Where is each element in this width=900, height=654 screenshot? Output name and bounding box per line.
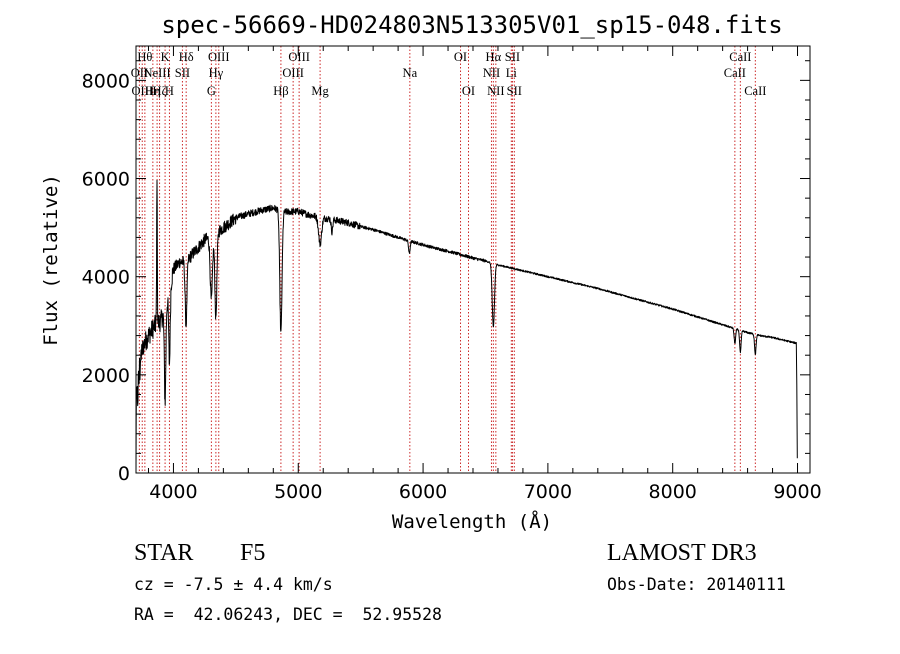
spectral-line-label: NeIII xyxy=(144,66,171,80)
x-tick-label: 8000 xyxy=(649,481,697,503)
spectral-line-label: G xyxy=(207,84,216,98)
spectral-line-label: OIII xyxy=(282,66,304,80)
y-tick-label: 6000 xyxy=(82,169,130,191)
spectral-line-label: Hη xyxy=(145,84,161,98)
chart-title: spec-56669-HD024803N513305V01_sp15-048.f… xyxy=(161,11,782,39)
coordinates: RA = 42.06243, DEC = 52.95528 xyxy=(134,605,442,624)
x-tick-label: 9000 xyxy=(773,481,821,503)
spectral-line-label: OIII xyxy=(208,50,230,64)
spectral-line-label: K xyxy=(161,50,170,64)
axis-ticks xyxy=(136,46,810,474)
spectral-line-label: Hβ xyxy=(273,84,288,98)
spectral-line-label: OI xyxy=(462,84,475,98)
spectral-line-label: OIII xyxy=(288,50,310,64)
observation-date: Obs-Date: 20140111 xyxy=(607,575,786,594)
x-tick-label: 7000 xyxy=(524,481,572,503)
y-tick-label: 4000 xyxy=(82,267,130,289)
y-tick-label: 0 xyxy=(118,463,130,485)
x-tick-label: 6000 xyxy=(399,481,447,503)
x-tick-label: 4000 xyxy=(149,481,197,503)
redshift-value: cz = -7.5 ± 4.4 km/s xyxy=(134,575,333,594)
spectral-line-label: SII xyxy=(175,66,190,80)
y-tick-label: 8000 xyxy=(82,70,130,92)
spectral-line-labels: OIIOIIIHθHηNeIIIHζKHSIIHδGHγOIIIHβOIIIOI… xyxy=(131,50,767,98)
spectral-line-label: OIII xyxy=(131,84,153,98)
spectral-line-label: CaII xyxy=(729,50,751,64)
spectral-line-label: OI xyxy=(454,50,467,64)
spectral-line-label: NII xyxy=(483,66,500,80)
spectral-line-label: CaII xyxy=(724,66,746,80)
object-type: STAR xyxy=(134,540,193,566)
spectral-line-markers xyxy=(138,46,756,473)
axis-tick-labels: 4000 5000 6000 7000 8000 9000 0 2000 4000 6000 800… xyxy=(82,70,822,503)
spectral-class: F5 xyxy=(240,540,265,566)
spectral-line-label: SII xyxy=(505,50,520,64)
spectral-line-label: H xyxy=(165,84,174,98)
x-axis-label: Wavelength (Å) xyxy=(392,510,552,533)
spectral-line-label: Hγ xyxy=(209,66,224,80)
spectral-line-label: Li xyxy=(506,66,518,80)
spectrum-line xyxy=(135,179,798,474)
spectral-line-label: Hζ xyxy=(152,84,166,98)
spectral-line-label: Hδ xyxy=(179,50,194,64)
spectral-line-label: OII xyxy=(131,66,148,80)
spectral-line-label: NII xyxy=(487,84,504,98)
y-tick-label: 2000 xyxy=(82,365,130,387)
spectral-line-label: Mg xyxy=(311,84,329,98)
spectral-line-label: CaII xyxy=(744,84,766,98)
x-tick-label: 5000 xyxy=(274,481,322,503)
spectral-line-label: SII xyxy=(507,84,522,98)
y-axis-label: Flux (relative) xyxy=(40,174,62,346)
spectral-line-label: Hα xyxy=(486,50,502,64)
spectral-line-label: Na xyxy=(403,66,418,80)
spectral-line-label: Hθ xyxy=(137,50,152,64)
survey-name: LAMOST DR3 xyxy=(607,540,757,566)
